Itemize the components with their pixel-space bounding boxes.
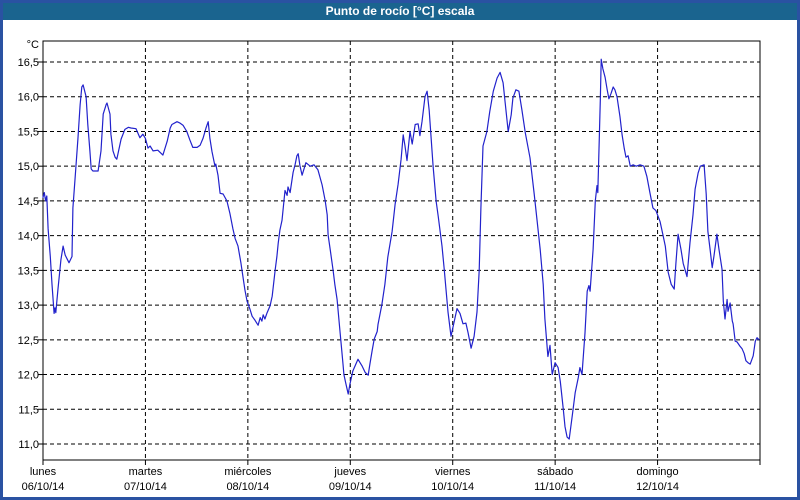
y-tick-label: 11,5: [18, 404, 39, 416]
y-tick-label: 16,0: [18, 92, 39, 104]
chart-content: °C 16,5 16,0 15,5 15,0 14,5 14,0 13,5 13,0 12,5 12…: [3, 20, 797, 497]
x-day-label: martes: [129, 466, 163, 478]
y-axis-labels: °C 16,5 16,0 15,5 15,0 14,5 14,0 13,5 13,0 12,5 12…: [18, 39, 39, 451]
axis-ticks: [38, 61, 761, 465]
y-tick-label: 16,5: [18, 57, 39, 69]
y-tick-label: 15,5: [18, 126, 39, 138]
window-titlebar[interactable]: Punto de rocío [°C] escala: [3, 3, 797, 20]
x-date-label: 08/10/14: [226, 481, 269, 493]
y-tick-label: 15,0: [18, 161, 39, 173]
y-tick-label: 13,0: [18, 300, 39, 312]
plot-area: [42, 40, 761, 461]
window-title: Punto de rocío [°C] escala: [325, 4, 475, 18]
gridlines: [43, 41, 760, 460]
x-day-label: miércoles: [224, 466, 272, 478]
x-date-label: 10/10/14: [431, 481, 474, 493]
y-tick-label: 13,5: [18, 265, 39, 277]
y-tick-label: 14,5: [18, 196, 39, 208]
x-day-label: viernes: [435, 466, 471, 478]
x-date-label: 06/10/14: [22, 481, 65, 493]
x-date-label: 11/10/14: [534, 481, 576, 493]
x-axis-labels: lunes 06/10/14 martes 07/10/14 miércoles 08/1…: [22, 466, 679, 493]
x-day-label: sábado: [537, 466, 573, 478]
x-date-label: 12/10/14: [636, 481, 679, 493]
x-day-label: domingo: [636, 466, 678, 478]
y-axis-unit-label: °C: [27, 39, 39, 51]
y-tick-label: 12,0: [18, 370, 39, 382]
x-day-label: jueves: [333, 466, 366, 478]
x-day-label: lunes: [30, 466, 57, 478]
y-tick-label: 14,0: [18, 231, 39, 243]
y-tick-label: 12,5: [18, 335, 39, 347]
dewpoint-series-line: [42, 58, 760, 440]
y-tick-label: 11,0: [18, 439, 39, 451]
x-date-label: 09/10/14: [329, 481, 372, 493]
x-date-label: 07/10/14: [124, 481, 167, 493]
dewpoint-chart: °C 16,5 16,0 15,5 15,0 14,5 14,0 13,5 13,0 12,5 12…: [18, 39, 761, 493]
